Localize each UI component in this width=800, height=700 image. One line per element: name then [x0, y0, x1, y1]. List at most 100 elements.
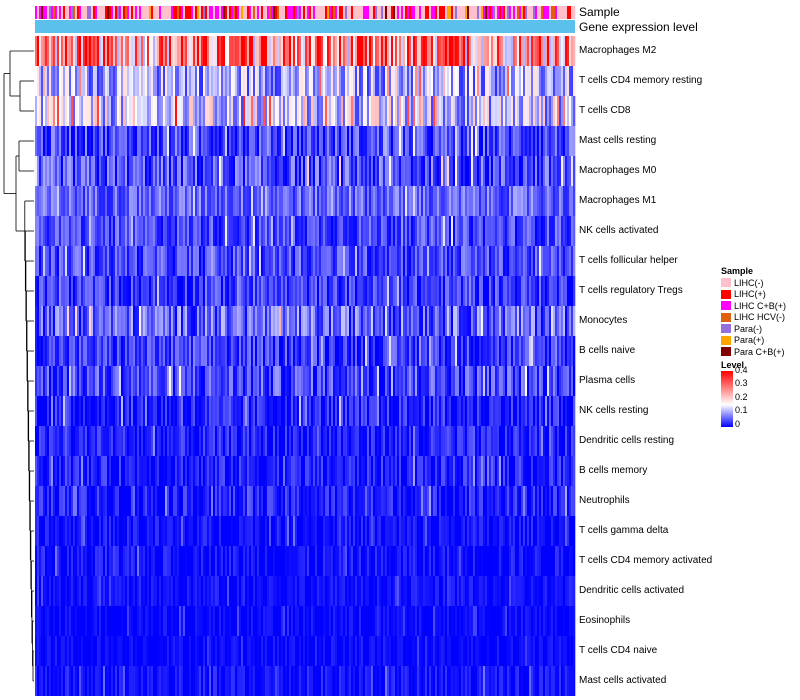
heatmap-cell	[487, 156, 490, 186]
heatmap-cell	[509, 426, 512, 456]
heatmap-cell	[557, 96, 560, 126]
heatmap-cell	[165, 276, 168, 306]
heatmap-cell	[429, 456, 432, 486]
heatmap-cell	[349, 516, 352, 546]
heatmap-cell	[169, 336, 172, 366]
heatmap-cell	[273, 246, 276, 276]
heatmap-cell	[135, 336, 138, 366]
heatmap-cell	[525, 396, 528, 426]
heatmap-cell	[463, 276, 466, 306]
heatmap-cell	[217, 216, 220, 246]
heatmap-cell	[123, 216, 126, 246]
heatmap-cell	[473, 96, 476, 126]
heatmap-cell	[87, 246, 90, 276]
heatmap-cell	[191, 216, 194, 246]
heatmap-cell	[375, 516, 378, 546]
heatmap-cell	[251, 216, 254, 246]
heatmap-cell	[451, 486, 454, 516]
heatmap-cell	[533, 156, 536, 186]
heatmap-cell	[319, 126, 322, 156]
heatmap-cell	[41, 516, 44, 546]
heatmap-cell	[547, 396, 550, 426]
heatmap-cell	[167, 306, 170, 336]
heatmap-cell	[81, 186, 84, 216]
sample-annotation-cell	[503, 6, 506, 19]
heatmap-cell	[125, 246, 128, 276]
heatmap-cell	[561, 396, 564, 426]
heatmap-cell	[373, 306, 376, 336]
heatmap-cell	[439, 156, 442, 186]
heatmap-cell	[343, 66, 346, 96]
heatmap-cell	[451, 366, 454, 396]
heatmap-cell	[551, 486, 554, 516]
heatmap-cell	[189, 66, 192, 96]
heatmap-cell	[457, 396, 460, 426]
heatmap-cell	[203, 276, 206, 306]
heatmap-cell	[529, 186, 532, 216]
heatmap-cell	[387, 246, 390, 276]
sample-annotation-cell	[75, 6, 78, 19]
heatmap-cell	[39, 66, 42, 96]
heatmap-cell	[179, 486, 182, 516]
heatmap-cell	[411, 246, 414, 276]
heatmap-cell	[203, 306, 206, 336]
heatmap-cell	[557, 156, 560, 186]
sample-annotation-cell	[499, 6, 502, 19]
heatmap-cell	[303, 66, 306, 96]
heatmap-cell	[227, 186, 230, 216]
heatmap-cell	[509, 96, 512, 126]
heatmap-cell	[279, 36, 282, 66]
heatmap-cell	[315, 426, 318, 456]
heatmap-cell	[167, 516, 170, 546]
heatmap-cell	[53, 426, 56, 456]
heatmap-cell	[555, 306, 558, 336]
heatmap-cell	[517, 486, 520, 516]
heatmap-cell	[323, 36, 326, 66]
heatmap-cell	[273, 396, 276, 426]
heatmap-cell	[61, 246, 64, 276]
heatmap-cell	[211, 186, 214, 216]
heatmap-cell	[361, 516, 364, 546]
heatmap-cell	[297, 66, 300, 96]
heatmap-cell	[99, 306, 102, 336]
heatmap-cell	[179, 246, 182, 276]
heatmap-cell	[547, 36, 550, 66]
heatmap-cell	[527, 426, 530, 456]
heatmap-cell	[85, 546, 88, 576]
heatmap-cell	[375, 186, 378, 216]
heatmap-cell	[299, 516, 302, 546]
heatmap-cell	[53, 456, 56, 486]
sample-annotation-cell	[163, 6, 166, 19]
heatmap-cell	[395, 456, 398, 486]
heatmap-cell	[91, 396, 94, 426]
heatmap-cell	[539, 186, 542, 216]
heatmap-cell	[489, 216, 492, 246]
heatmap-cell	[467, 276, 470, 306]
heatmap-cell	[513, 186, 516, 216]
heatmap-cell	[65, 516, 68, 546]
heatmap-cell	[243, 66, 246, 96]
heatmap-cell	[211, 36, 214, 66]
heatmap-cell	[203, 366, 206, 396]
heatmap-cell	[379, 216, 382, 246]
heatmap-cell	[273, 216, 276, 246]
heatmap-cell	[429, 66, 432, 96]
heatmap-cell	[61, 426, 64, 456]
heatmap-cell	[333, 96, 336, 126]
heatmap-cell	[325, 66, 328, 96]
heatmap-cell	[329, 516, 332, 546]
heatmap-cell	[357, 456, 360, 486]
heatmap-cell	[315, 276, 318, 306]
heatmap-cell	[383, 396, 386, 426]
heatmap-cell	[533, 66, 536, 96]
heatmap-cell	[297, 426, 300, 456]
heatmap-cell	[81, 306, 84, 336]
heatmap-cell	[235, 546, 238, 576]
heatmap-cell	[573, 186, 576, 216]
heatmap-cell	[373, 246, 376, 276]
heatmap-cell	[299, 66, 302, 96]
heatmap-cell	[333, 426, 336, 456]
heatmap-cell	[101, 156, 104, 186]
heatmap-cell	[179, 366, 182, 396]
heatmap-cell	[403, 516, 406, 546]
